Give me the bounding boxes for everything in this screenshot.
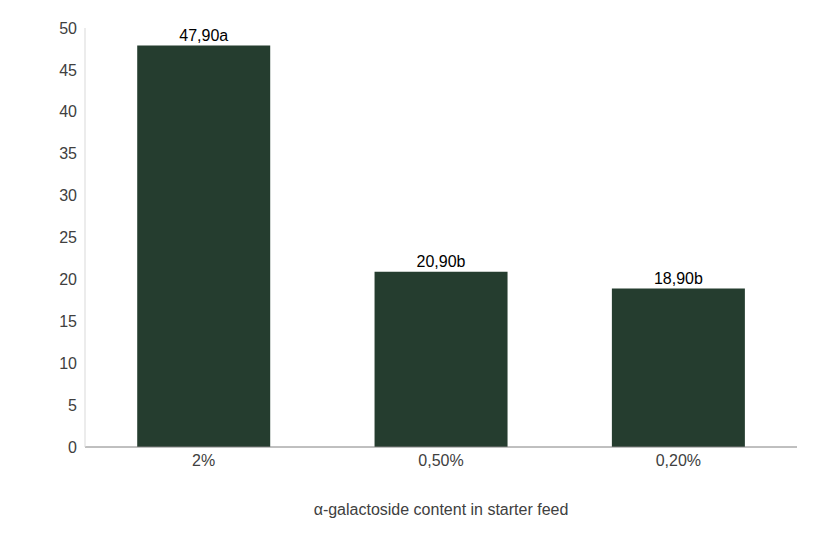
svg-text:40: 40: [59, 103, 77, 120]
svg-text:0: 0: [68, 439, 77, 456]
svg-text:25: 25: [59, 229, 77, 246]
svg-text:0,50%: 0,50%: [418, 452, 463, 469]
svg-text:50: 50: [59, 20, 77, 37]
svg-text:20: 20: [59, 271, 77, 288]
svg-text:α-galactoside content in start: α-galactoside content in starter feed: [314, 501, 569, 518]
svg-text:45: 45: [59, 62, 77, 79]
svg-text:5: 5: [68, 397, 77, 414]
svg-text:18,90b: 18,90b: [654, 270, 703, 287]
svg-text:2%: 2%: [192, 452, 215, 469]
svg-text:15: 15: [59, 313, 77, 330]
svg-text:47,90a: 47,90a: [179, 27, 228, 44]
svg-text:30: 30: [59, 187, 77, 204]
svg-text:20,90b: 20,90b: [417, 253, 466, 270]
svg-text:35: 35: [59, 145, 77, 162]
svg-text:10: 10: [59, 355, 77, 372]
svg-text:0,20%: 0,20%: [656, 452, 701, 469]
